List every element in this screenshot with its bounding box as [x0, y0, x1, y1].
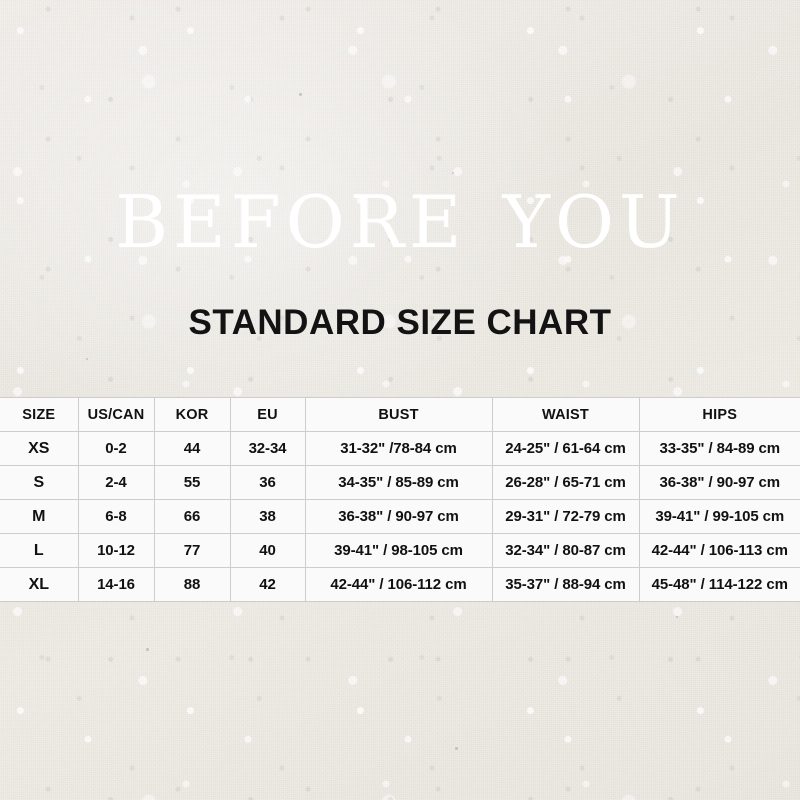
column-header-size: SIZE	[0, 397, 79, 432]
table-row: L 10-12 77 40 39-41" / 98-105 cm 32-34" …	[0, 533, 800, 568]
cell-us-can: 14-16	[77, 567, 155, 602]
page-title: STANDARD SIZE CHART	[188, 303, 612, 342]
cell-waist: 26-28" / 65-71 cm	[491, 465, 640, 500]
cell-kor: 88	[153, 567, 231, 602]
cell-bust: 36-38" / 90-97 cm	[304, 499, 493, 534]
brand-wordmark: BEFORE YOU	[0, 186, 800, 258]
cell-us-can: 2-4	[77, 465, 155, 500]
cell-size: XS	[0, 431, 79, 466]
cell-kor: 55	[153, 465, 231, 500]
table-row: S 2-4 55 36 34-35" / 85-89 cm 26-28" / 6…	[0, 465, 800, 500]
table-row: XL 14-16 88 42 42-44" / 106-112 cm 35-37…	[0, 567, 800, 602]
cell-size: L	[0, 533, 79, 568]
table-row: XS 0-2 44 32-34 31-32" /78-84 cm 24-25" …	[0, 431, 800, 466]
standard-size-chart-table: SIZE US/CAN KOR EU BUST WAIST HIPS XS 0-…	[0, 397, 800, 602]
cell-bust: 34-35" / 85-89 cm	[304, 465, 493, 500]
cell-bust: 39-41" / 98-105 cm	[304, 533, 493, 568]
cell-bust: 42-44" / 106-112 cm	[304, 567, 493, 602]
cell-kor: 66	[153, 499, 231, 534]
column-header-eu: EU	[229, 397, 306, 432]
cell-hips: 42-44" / 106-113 cm	[638, 533, 800, 568]
cell-waist: 35-37" / 88-94 cm	[491, 567, 640, 602]
cell-eu: 36	[229, 465, 306, 500]
cell-bust: 31-32" /78-84 cm	[304, 431, 493, 466]
cell-us-can: 10-12	[77, 533, 155, 568]
cell-waist: 29-31" / 72-79 cm	[491, 499, 640, 534]
cell-size: S	[0, 465, 79, 500]
cell-us-can: 0-2	[77, 431, 155, 466]
column-header-waist: WAIST	[491, 397, 640, 432]
brand-word-one: BEFORE	[115, 180, 467, 264]
brand-word-two: YOU	[502, 180, 685, 264]
cell-kor: 44	[153, 431, 231, 466]
column-header-us-can: US/CAN	[77, 397, 155, 432]
cell-eu: 32-34	[229, 431, 306, 466]
cell-size: XL	[0, 567, 79, 602]
column-header-kor: KOR	[153, 397, 231, 432]
cell-waist: 32-34" / 80-87 cm	[491, 533, 640, 568]
cell-eu: 42	[229, 567, 306, 602]
cell-size: M	[0, 499, 79, 534]
cell-eu: 40	[229, 533, 306, 568]
cell-eu: 38	[229, 499, 306, 534]
cell-waist: 24-25" / 61-64 cm	[491, 431, 640, 466]
table-header-row: SIZE US/CAN KOR EU BUST WAIST HIPS	[0, 397, 800, 432]
cell-hips: 33-35" / 84-89 cm	[638, 431, 800, 466]
cell-hips: 45-48" / 114-122 cm	[638, 567, 800, 602]
cell-hips: 36-38" / 90-97 cm	[638, 465, 800, 500]
column-header-bust: BUST	[304, 397, 493, 432]
cell-us-can: 6-8	[77, 499, 155, 534]
table-row: M 6-8 66 38 36-38" / 90-97 cm 29-31" / 7…	[0, 499, 800, 534]
cell-hips: 39-41" / 99-105 cm	[638, 499, 800, 534]
column-header-hips: HIPS	[638, 397, 800, 432]
cell-kor: 77	[153, 533, 231, 568]
